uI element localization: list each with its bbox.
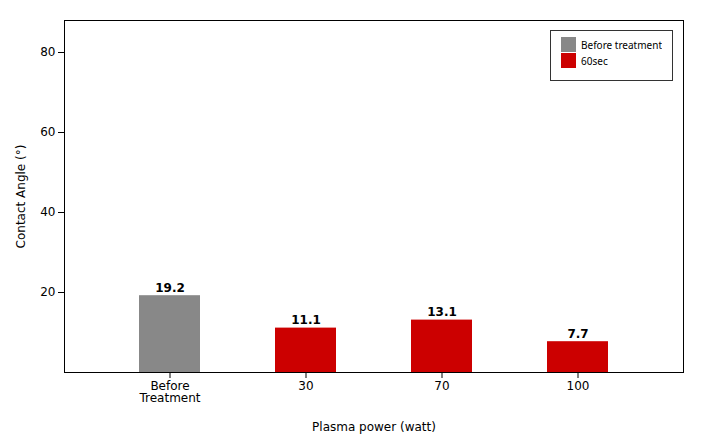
html-text:60sec: 60sec bbox=[581, 53, 608, 68]
svg-text:Plasma power (watt): Plasma power (watt) bbox=[312, 420, 436, 434]
svg-text:19.2: 19.2 bbox=[155, 281, 185, 295]
svg-text:100: 100 bbox=[567, 379, 590, 393]
svg-text:80: 80 bbox=[40, 45, 55, 59]
svg-text:40: 40 bbox=[40, 205, 55, 219]
svg-text:Contact Angle (°): Contact Angle (°) bbox=[14, 145, 28, 249]
svg-text:7.7: 7.7 bbox=[567, 327, 588, 341]
svg-text:60: 60 bbox=[40, 125, 55, 139]
svg-text:BeforeTreatment: BeforeTreatment bbox=[138, 379, 200, 405]
svg-text:20: 20 bbox=[40, 285, 55, 299]
svg-text:13.1: 13.1 bbox=[427, 305, 457, 319]
svg-text:11.1: 11.1 bbox=[291, 313, 321, 327]
svg-text:30: 30 bbox=[298, 379, 313, 393]
html-text:Before treatment: Before treatment bbox=[581, 37, 662, 52]
svg-text:70: 70 bbox=[434, 379, 449, 393]
